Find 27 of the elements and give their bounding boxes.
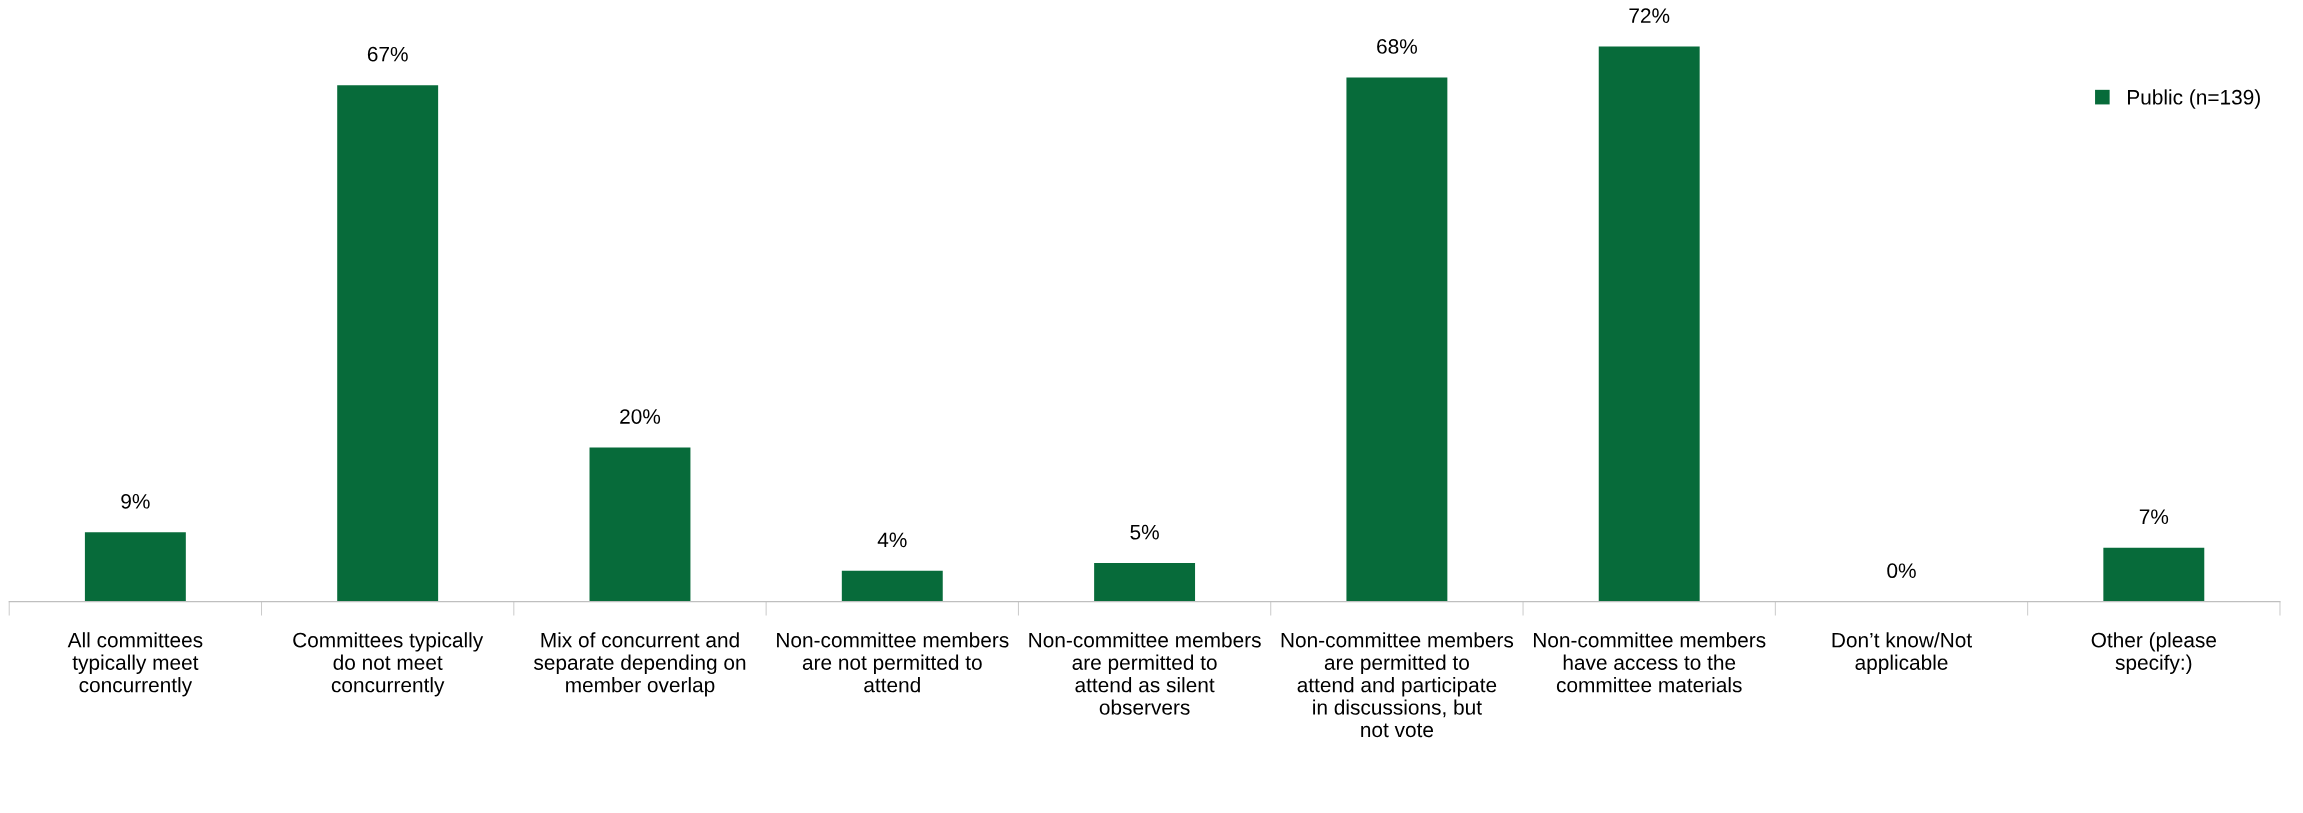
x-tick-label: Non-committee members have access to the committee materials bbox=[1533, 632, 1766, 693]
data-label: 5% bbox=[1130, 524, 1159, 540]
legend-label: Public (n=139) bbox=[2128, 89, 2260, 109]
bar bbox=[1598, 46, 1700, 602]
data-label: 4% bbox=[877, 532, 907, 548]
data-label: 9% bbox=[121, 493, 150, 509]
bar bbox=[589, 447, 691, 602]
data-label: 7% bbox=[2139, 509, 2169, 525]
x-tick-label: Non-committee members are not permitted to attend bbox=[777, 632, 1009, 693]
x-tick-label: Non-committee members are permitted to attend and participate in discussions, but not vote bbox=[1281, 632, 1514, 738]
x-tick-label: Other (please specify:) bbox=[2091, 632, 2217, 675]
bar bbox=[1094, 563, 1196, 602]
x-tick-label: Non-committee members are permitted to attend as silent observers bbox=[1029, 632, 1261, 715]
x-tick-label: Don’t know/Not applicable bbox=[1832, 632, 1972, 675]
x-tick-label: Mix of concurrent and separate depending on member overlap bbox=[533, 632, 746, 697]
data-label: 72% bbox=[1629, 8, 1670, 23]
data-label: 0% bbox=[1887, 563, 1916, 579]
data-label: 20% bbox=[620, 409, 661, 424]
bar bbox=[841, 570, 943, 602]
bar bbox=[2103, 547, 2205, 602]
bar bbox=[1346, 77, 1448, 602]
x-tick-label: All committees typically meet concurrently bbox=[67, 632, 203, 697]
bar bbox=[84, 532, 186, 602]
data-label: 68% bbox=[1377, 39, 1418, 54]
data-label: 67% bbox=[367, 46, 408, 62]
bar bbox=[337, 85, 439, 602]
x-tick-label: Committees typically do not meet concurrently bbox=[293, 632, 484, 697]
